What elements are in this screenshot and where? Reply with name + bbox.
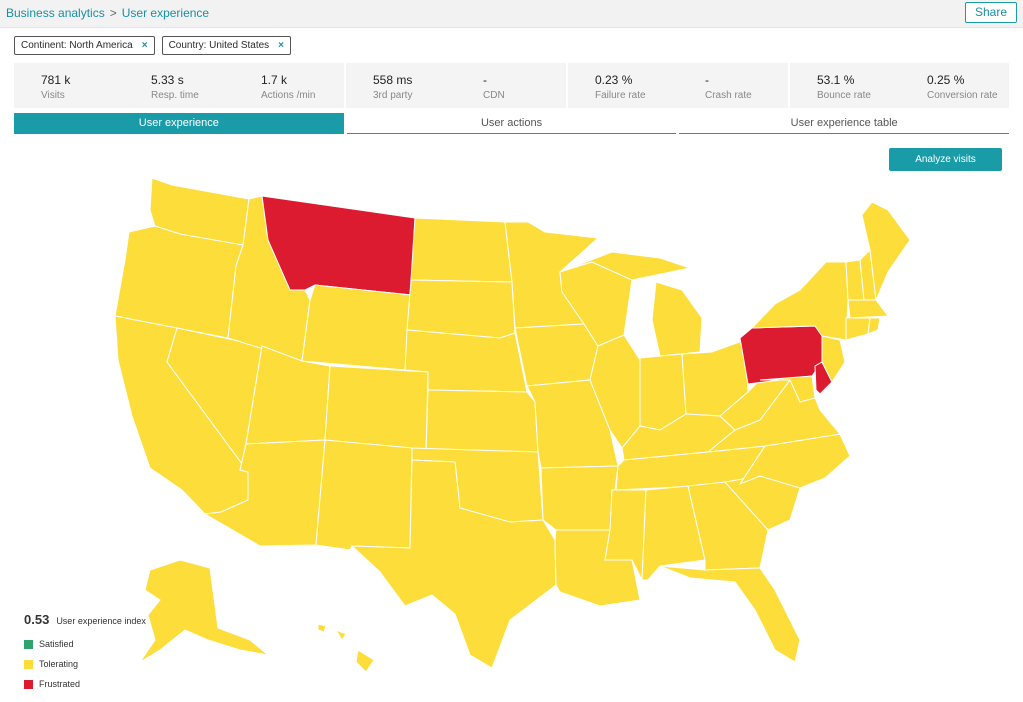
kpi-label: Resp. time	[151, 90, 199, 101]
filter-chip-country[interactable]: Country: United States ×	[161, 36, 292, 55]
tab-user-experience-table[interactable]: User experience table	[679, 113, 1010, 134]
state-new-jersey[interactable]	[821, 335, 846, 384]
state-texas[interactable]	[350, 459, 557, 669]
kpi-value: -	[483, 73, 487, 87]
state-connecticut[interactable]	[845, 317, 871, 341]
state-maryland[interactable]	[759, 375, 816, 403]
kpi-failure-rate[interactable]: 0.23 % Failure rate	[568, 63, 678, 108]
state-rhode-island[interactable]	[867, 317, 881, 335]
state-michigan[interactable]	[651, 281, 703, 357]
filter-chip-continent[interactable]: Continent: North America ×	[14, 36, 155, 55]
legend-label: Tolerating	[39, 659, 79, 669]
state-arkansas[interactable]	[540, 465, 619, 531]
filter-chip-label: Continent: North America	[21, 40, 133, 51]
kpi-label: Visits	[41, 90, 65, 101]
kpi-visits[interactable]: 781 k Visits	[14, 63, 124, 108]
state-florida[interactable]	[659, 565, 801, 663]
kpi-label: CDN	[483, 90, 505, 101]
close-icon[interactable]: ×	[141, 40, 148, 51]
state-colorado[interactable]	[324, 365, 429, 453]
kpi-value: -	[705, 73, 709, 87]
swatch-satisfied	[24, 639, 33, 649]
kpi-cdn[interactable]: - CDN	[456, 63, 566, 108]
kpi-label: 3rd party	[373, 90, 413, 101]
legend-label: Frustrated	[39, 679, 81, 689]
map-legend: 0.53 User experience index Satisfied Tol…	[24, 612, 146, 699]
kpi-third-party[interactable]: 558 ms 3rd party	[346, 63, 456, 108]
top-bar: Business analytics > User experience Sha…	[0, 0, 1023, 28]
tab-user-experience[interactable]: User experience	[14, 113, 344, 134]
kpi-value: 558 ms	[373, 73, 413, 87]
kpi-group-traffic: 781 k Visits 5.33 s Resp. time 1.7 k Action…	[14, 63, 346, 108]
tab-user-actions[interactable]: User actions	[346, 113, 677, 134]
legend-item-satisfied[interactable]: Satisfied	[24, 639, 146, 649]
kpi-bounce-rate[interactable]: 53.1 % Bounce rate	[790, 63, 900, 108]
kpi-label: Conversion rate	[927, 90, 998, 101]
kpi-value: 781 k	[41, 73, 71, 87]
state-maine[interactable]	[861, 201, 911, 302]
state-new-mexico[interactable]	[315, 439, 413, 551]
analyze-visits-button[interactable]: Analyze visits	[889, 148, 1002, 171]
state-hawaii[interactable]	[317, 623, 375, 673]
chevron-right-icon: >	[109, 6, 117, 20]
close-icon[interactable]: ×	[278, 40, 285, 51]
share-button[interactable]: Share	[965, 2, 1017, 23]
kpi-label: Actions /min	[261, 90, 316, 101]
kpi-label: Crash rate	[705, 90, 752, 101]
kpi-value: 1.7 k	[261, 73, 288, 87]
index-label: User experience index	[56, 616, 146, 626]
breadcrumb-current-link[interactable]: User experience	[121, 6, 210, 20]
legend-item-frustrated[interactable]: Frustrated	[24, 679, 146, 689]
state-michigan-upper[interactable]	[569, 251, 692, 281]
user-experience-index: 0.53 User experience index	[24, 612, 146, 627]
filter-bar: Continent: North America × Country: Unit…	[14, 36, 292, 55]
kpi-group-errors: 0.23 % Failure rate - Crash rate	[568, 63, 790, 108]
breadcrumb-parent-link[interactable]: Business analytics	[6, 6, 105, 20]
swatch-tolerating	[24, 659, 33, 669]
breadcrumb: Business analytics > User experience	[6, 6, 209, 20]
kpi-value: 0.23 %	[595, 73, 633, 87]
state-iowa[interactable]	[514, 323, 599, 387]
legend-item-tolerating[interactable]: Tolerating	[24, 659, 146, 669]
state-alaska[interactable]	[139, 559, 270, 663]
kpi-conversion-rate[interactable]: 0.25 % Conversion rate	[900, 63, 1010, 108]
kpi-value: 0.25 %	[927, 73, 965, 87]
kpi-group-resources: 558 ms 3rd party - CDN	[346, 63, 568, 108]
kpi-label: Failure rate	[595, 90, 646, 101]
state-north-dakota[interactable]	[410, 217, 513, 283]
kpi-value: 5.33 s	[151, 73, 184, 87]
kpi-strip: 781 k Visits 5.33 s Resp. time 1.7 k Action…	[14, 63, 1009, 108]
kpi-resp-time[interactable]: 5.33 s Resp. time	[124, 63, 234, 108]
swatch-frustrated	[24, 679, 33, 689]
view-tabs: User experience User actions User experi…	[14, 113, 1010, 134]
index-value: 0.53	[24, 612, 50, 627]
state-south-dakota[interactable]	[406, 279, 516, 339]
us-choropleth-map	[114, 177, 911, 673]
filter-chip-label: Country: United States	[168, 40, 270, 51]
kpi-group-conversion: 53.1 % Bounce rate 0.25 % Conversion rate	[790, 63, 1010, 108]
kpi-value: 53.1 %	[817, 73, 855, 87]
kpi-crash-rate[interactable]: - Crash rate	[678, 63, 788, 108]
state-massachusetts[interactable]	[847, 299, 889, 319]
state-kansas[interactable]	[425, 389, 539, 453]
legend-label: Satisfied	[39, 639, 74, 649]
kpi-actions-per-min[interactable]: 1.7 k Actions /min	[234, 63, 344, 108]
state-wyoming[interactable]	[301, 284, 412, 371]
kpi-label: Bounce rate	[817, 90, 871, 101]
state-delaware[interactable]	[814, 361, 833, 395]
